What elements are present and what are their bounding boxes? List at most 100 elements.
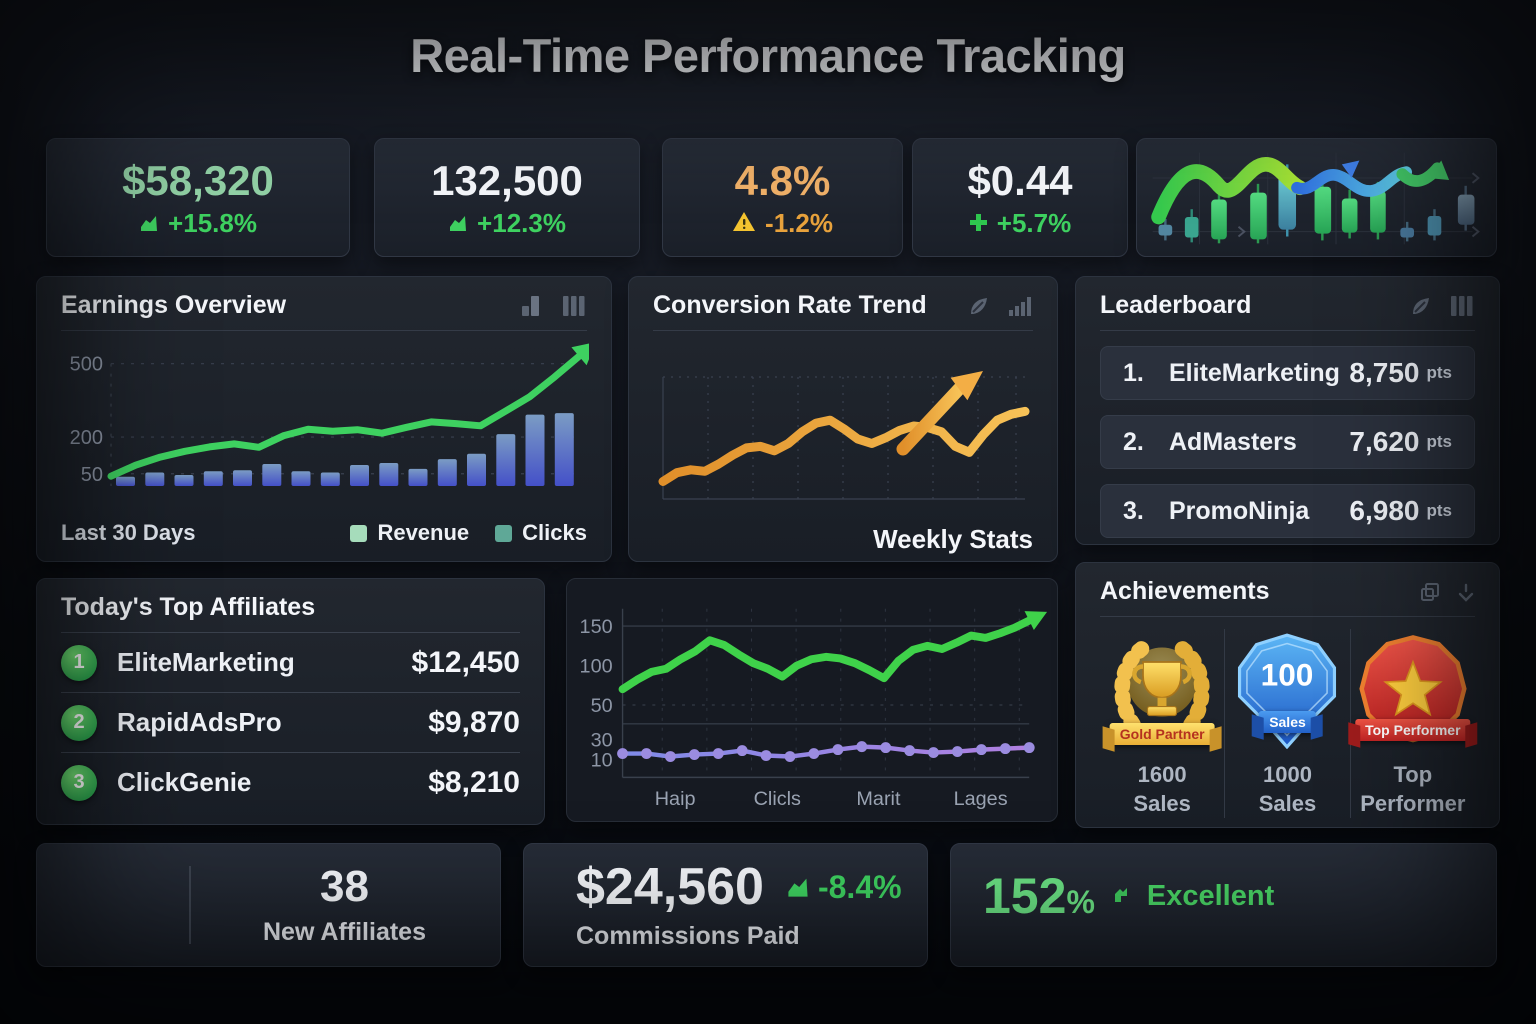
conversion-kpi-delta: -1.2%	[765, 207, 833, 238]
leaderboard-row-1[interactable]: 1. EliteMarketing 8,750 pts	[1100, 346, 1475, 400]
clicks-swatch	[495, 524, 513, 542]
leaderboard-row-2[interactable]: 2. AdMasters 7,620 pts	[1100, 415, 1475, 469]
weekly-stats-label: Weekly Stats	[873, 524, 1033, 554]
revenue-kpi-delta: +15.8%	[168, 207, 257, 238]
flag-up-icon	[1111, 884, 1131, 909]
copy-icon[interactable]	[1419, 581, 1441, 603]
affiliate-name: RapidAdsPro	[117, 707, 282, 737]
gold-partner-badge: Gold Partner 1600 Sales	[1100, 629, 1224, 818]
chevron-down-icon[interactable]	[1457, 582, 1475, 602]
new-affiliates-stat-card: 38 New Affiliates	[36, 843, 501, 967]
affiliate-amount: $9,870	[428, 705, 520, 739]
svg-text:Lages: Lages	[954, 788, 1008, 810]
up-arrow-annotation	[896, 371, 983, 456]
points-unit: pts	[1426, 501, 1453, 520]
affiliate-amount: $8,210	[428, 765, 520, 799]
conversion-trend-panel: Conversion Rate Trend	[628, 276, 1058, 562]
new-affiliates-value: 38	[320, 862, 369, 912]
conversion-kpi-card: 4.8% -1.2%	[662, 138, 903, 257]
earnings-range-label: Last 30 Days	[61, 520, 196, 545]
svg-text:30: 30	[591, 730, 613, 752]
rank-label: 2.	[1123, 427, 1144, 456]
svg-text:Marit: Marit	[856, 788, 901, 810]
leaderboard-panel: Leaderboard 1. EliteMarketing 8,750 pts …	[1075, 276, 1500, 545]
badge-caption: 1000 Sales	[1258, 762, 1317, 816]
score-unit: %	[1066, 884, 1095, 920]
svg-text:200: 200	[70, 427, 103, 449]
leaderboard-panel-title: Leaderboard	[1100, 291, 1252, 319]
leaf-icon[interactable]	[967, 294, 991, 318]
commissions-value: $24,560	[576, 857, 764, 916]
columns-icon[interactable]	[561, 293, 587, 319]
svg-text:50: 50	[591, 695, 613, 717]
top-performer-badge: Top Performer Top Performer	[1349, 629, 1475, 819]
points-unit: pts	[1426, 432, 1453, 451]
trend-up-icon	[139, 210, 159, 236]
candlestick-illustration	[1151, 152, 1480, 245]
conversion-kpi-value: 4.8%	[734, 156, 831, 204]
earnings-panel-title: Earnings Overview	[61, 291, 287, 319]
points-value: 7,620	[1349, 426, 1420, 457]
revenue-kpi-card: $58,320 +15.8%	[46, 138, 350, 257]
leaf-icon[interactable]	[1409, 294, 1433, 318]
earnings-overview-panel: Earnings Overview 500 200 50 Last 30 Days …	[36, 276, 612, 562]
score-status: Excellent	[1146, 879, 1275, 912]
clicks-kpi-card: 132,500 +12.3%	[374, 138, 640, 257]
svg-text:150: 150	[580, 616, 613, 638]
badge-caption: 1600 Sales	[1133, 762, 1191, 816]
rank-label: 1.	[1123, 358, 1144, 387]
rank-badge: 3	[61, 764, 97, 801]
plus-icon	[969, 210, 988, 236]
affiliate-row-1: 1 EliteMarketing $12,450	[61, 633, 520, 692]
affiliate-name: EliteMarketing	[1169, 358, 1340, 387]
sales-ribbon: Sales	[1259, 711, 1316, 733]
trend-up-icon	[448, 210, 468, 236]
svg-text:Haip: Haip	[655, 788, 696, 810]
svg-text:50: 50	[81, 464, 103, 486]
signal-bars-icon[interactable]	[1007, 294, 1033, 318]
top-performer-ribbon: Top Performer	[1355, 719, 1471, 741]
achievements-title: Achievements	[1100, 577, 1270, 605]
columns-icon[interactable]	[1449, 293, 1475, 319]
conversion-panel-title: Conversion Rate Trend	[653, 291, 927, 319]
top-affiliates-title: Today's Top Affiliates	[61, 593, 316, 621]
bar-chart-icon[interactable]	[519, 293, 545, 319]
conversion-chart	[658, 371, 1030, 500]
score-value: 152	[983, 868, 1067, 924]
svg-text:Clicls: Clicls	[754, 788, 801, 810]
affiliate-name: EliteMarketing	[117, 647, 295, 677]
revenue-kpi-value: $58,320	[122, 156, 274, 204]
clicks-legend-label: Clicks	[522, 520, 587, 545]
revenue-legend-label: Revenue	[377, 520, 470, 545]
svg-text:100: 100	[1261, 657, 1314, 693]
gold-trophy-icon	[1114, 640, 1210, 733]
svg-text:100: 100	[580, 656, 613, 678]
divider	[189, 866, 191, 944]
svg-text:10: 10	[591, 749, 613, 771]
rank-badge: 1	[61, 644, 97, 681]
commissions-delta: -8.4%	[817, 869, 902, 905]
sales-100-badge: 100 Sales 1000 Sales	[1224, 629, 1349, 819]
rank-badge: 2	[61, 704, 97, 741]
trend-up-icon	[786, 869, 810, 906]
candlestick-illustration-card	[1136, 138, 1497, 257]
performance-mini-chart-panel: 150 100 50 30 10 Haip Clicls Marit Lages	[566, 578, 1058, 822]
epc-kpi-card: $0.44 +5.7%	[912, 138, 1128, 257]
affiliate-amount: $12,450	[411, 645, 520, 679]
commissions-stat-card: $24,560 -8.4% Commissions Paid	[523, 843, 928, 967]
page-title: Real-Time Performance Tracking	[410, 29, 1126, 82]
earnings-chart: 500 200 50	[70, 342, 596, 486]
affiliate-row-3: 3 ClickGenie $8,210	[61, 752, 520, 812]
leaderboard-row-3[interactable]: 3. PromoNinja 6,980 pts	[1100, 484, 1475, 538]
affiliate-row-2: 2 RapidAdsPro $9,870	[61, 692, 520, 752]
points-unit: pts	[1426, 363, 1453, 382]
commissions-label: Commissions Paid	[576, 922, 800, 951]
clicks-kpi-delta: +12.3%	[477, 207, 566, 238]
affiliate-name: ClickGenie	[117, 767, 252, 797]
warning-icon	[732, 210, 756, 236]
affiliate-name: PromoNinja	[1169, 496, 1310, 525]
earnings-legend: Revenue Clicks	[350, 520, 587, 546]
svg-text:500: 500	[70, 354, 103, 376]
new-affiliates-label: New Affiliates	[262, 917, 426, 946]
